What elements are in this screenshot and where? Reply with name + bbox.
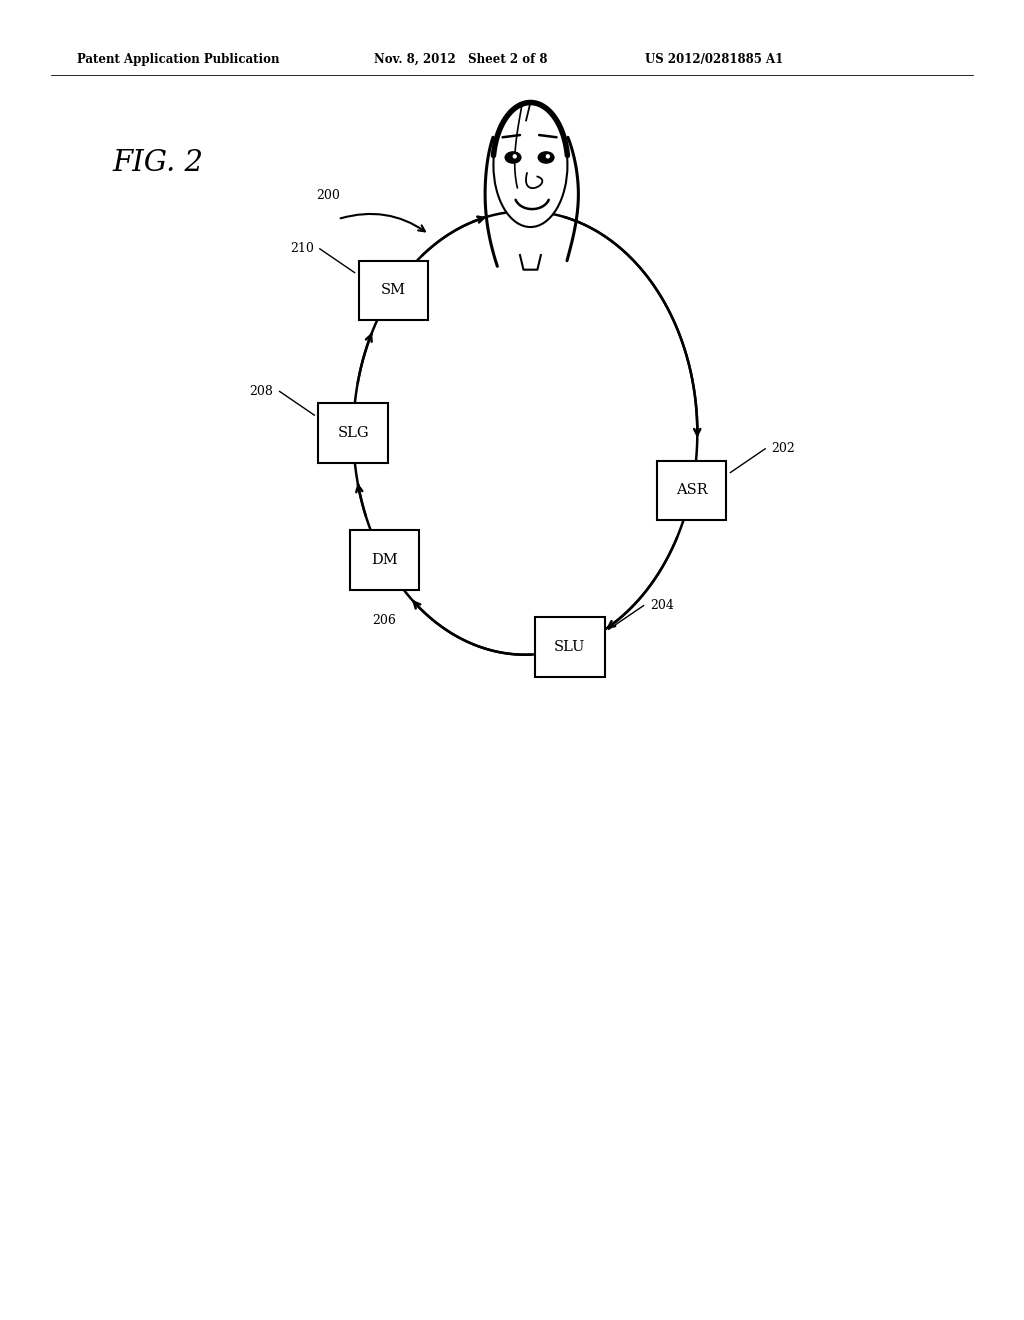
Text: DM: DM	[371, 553, 397, 568]
Text: Nov. 8, 2012   Sheet 2 of 8: Nov. 8, 2012 Sheet 2 of 8	[374, 53, 547, 66]
Ellipse shape	[546, 154, 550, 158]
Text: US 2012/0281885 A1: US 2012/0281885 A1	[645, 53, 783, 66]
Ellipse shape	[539, 152, 554, 164]
Text: FIG. 2: FIG. 2	[113, 149, 204, 177]
FancyBboxPatch shape	[358, 261, 428, 321]
FancyBboxPatch shape	[535, 618, 604, 677]
Text: 206: 206	[373, 614, 396, 627]
Text: ASR: ASR	[676, 483, 708, 498]
Text: SM: SM	[381, 284, 407, 297]
Text: SLG: SLG	[338, 426, 369, 440]
Ellipse shape	[513, 154, 517, 158]
Ellipse shape	[505, 152, 521, 164]
Text: Patent Application Publication: Patent Application Publication	[77, 53, 280, 66]
Text: 200: 200	[315, 189, 340, 202]
Text: SLU: SLU	[554, 640, 586, 655]
Text: 208: 208	[250, 385, 273, 397]
Text: 202: 202	[771, 442, 795, 455]
Ellipse shape	[494, 103, 567, 227]
FancyBboxPatch shape	[656, 461, 726, 520]
FancyBboxPatch shape	[349, 531, 419, 590]
FancyBboxPatch shape	[318, 403, 388, 462]
Text: 210: 210	[290, 243, 313, 255]
Text: 204: 204	[649, 599, 674, 612]
